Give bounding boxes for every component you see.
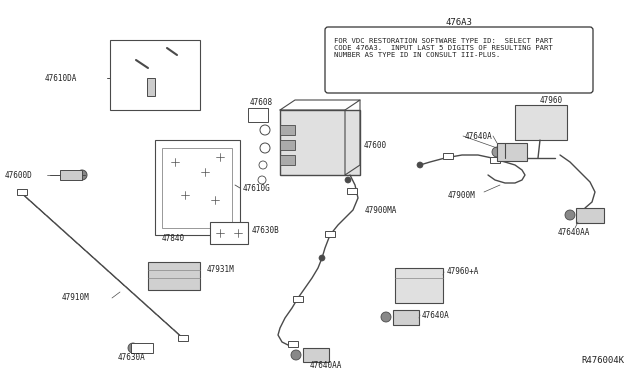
Bar	[576, 208, 604, 223]
Bar	[17, 189, 27, 195]
Text: 47900M: 47900M	[448, 190, 476, 199]
Bar	[497, 143, 527, 161]
Bar	[325, 231, 335, 237]
Circle shape	[417, 162, 423, 168]
Bar	[248, 108, 268, 122]
Bar	[303, 348, 329, 362]
Bar	[347, 188, 357, 194]
Text: FOR VDC RESTORATION SOFTWARE TYPE ID:  SELECT PART
CODE 476A3.  INPUT LAST 5 DIG: FOR VDC RESTORATION SOFTWARE TYPE ID: SE…	[334, 38, 553, 58]
Circle shape	[131, 55, 139, 63]
Bar	[288, 341, 298, 347]
Bar	[280, 110, 360, 175]
Bar	[515, 105, 567, 140]
Text: 476A3: 476A3	[445, 17, 472, 26]
Bar	[443, 153, 453, 159]
Circle shape	[77, 170, 87, 180]
Bar	[395, 268, 443, 303]
Circle shape	[174, 52, 182, 60]
Text: 47600: 47600	[364, 141, 387, 150]
Circle shape	[381, 312, 391, 322]
Text: 47640AA: 47640AA	[558, 228, 590, 237]
Text: 47960+A: 47960+A	[447, 267, 479, 276]
Circle shape	[291, 350, 301, 360]
Text: 47900MA: 47900MA	[365, 205, 397, 215]
Text: 47608: 47608	[250, 97, 273, 106]
Bar	[60, 170, 82, 180]
Text: 47931M: 47931M	[207, 266, 235, 275]
Circle shape	[492, 147, 502, 157]
FancyBboxPatch shape	[325, 27, 593, 93]
Bar	[293, 296, 303, 302]
Circle shape	[128, 343, 138, 353]
Circle shape	[565, 210, 575, 220]
Text: 47630B: 47630B	[252, 225, 280, 234]
Bar	[280, 155, 295, 165]
Text: 47600D: 47600D	[5, 170, 33, 180]
Text: 47840: 47840	[162, 234, 185, 243]
Bar	[280, 140, 295, 150]
Bar	[162, 148, 232, 228]
Text: 47640AA: 47640AA	[310, 360, 342, 369]
Text: 47640A: 47640A	[465, 131, 493, 141]
Bar	[131, 343, 153, 353]
Bar	[490, 157, 500, 163]
Bar	[280, 125, 295, 135]
Text: 47630A: 47630A	[118, 353, 146, 362]
Text: 47610DA: 47610DA	[45, 74, 77, 83]
Bar	[178, 335, 188, 341]
Circle shape	[181, 58, 189, 66]
Circle shape	[319, 255, 325, 261]
Text: 47960: 47960	[540, 96, 563, 105]
Text: 47910M: 47910M	[62, 294, 90, 302]
Bar	[210, 222, 248, 244]
Bar	[155, 140, 240, 235]
Circle shape	[345, 177, 351, 183]
Text: R476004K: R476004K	[581, 356, 624, 365]
Bar	[147, 78, 155, 96]
Bar	[148, 262, 200, 290]
Text: 47640A: 47640A	[422, 311, 450, 320]
Bar	[110, 40, 200, 110]
Text: 47610G: 47610G	[243, 183, 271, 192]
Bar	[393, 310, 419, 325]
